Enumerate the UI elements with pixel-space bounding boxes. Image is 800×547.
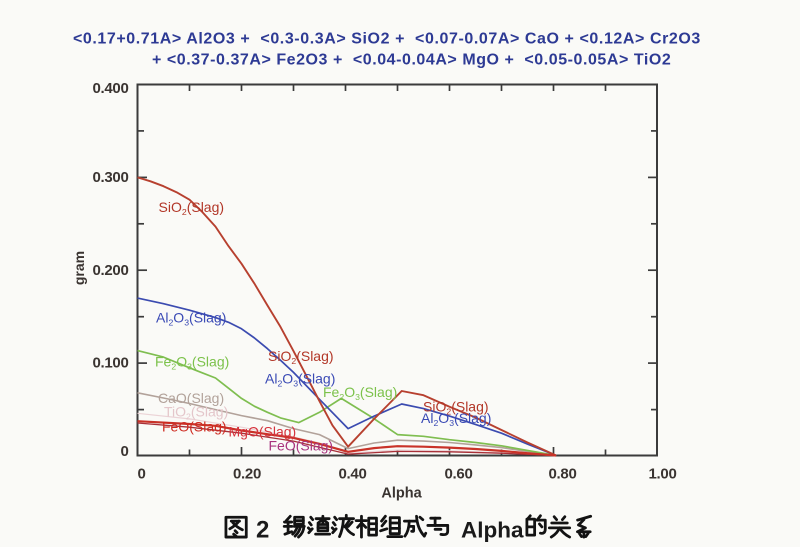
- svg-text:FeO(Slag): FeO(Slag): [269, 438, 334, 454]
- svg-text:SiO2(Slag): SiO2(Slag): [159, 199, 225, 217]
- svg-text:0.40: 0.40: [339, 466, 367, 483]
- svg-text:Al2O3(Slag): Al2O3(Slag): [156, 310, 226, 328]
- svg-text:TiO2(Slag): TiO2(Slag): [164, 404, 228, 422]
- svg-text:0.400: 0.400: [92, 80, 128, 97]
- svg-text:SiO2(Slag): SiO2(Slag): [423, 399, 489, 417]
- svg-text:CaO(Slag): CaO(Slag): [158, 390, 224, 406]
- svg-text:0.80: 0.80: [549, 466, 577, 483]
- svg-text:<0.17+0.71A> Al2O3 + <0.3-0.3: <0.17+0.71A> Al2O3 + <0.3-0.3A> SiO2 + <…: [73, 31, 701, 48]
- svg-text:0.300: 0.300: [92, 169, 128, 186]
- svg-text:0: 0: [137, 466, 145, 483]
- svg-text:SiO2(Slag): SiO2(Slag): [268, 348, 334, 366]
- svg-text:gram: gram: [71, 251, 87, 285]
- svg-text:Al2O3(Slag): Al2O3(Slag): [421, 410, 491, 428]
- svg-text:Alpha: Alpha: [381, 486, 422, 502]
- svg-text:+ <0.37-0.37A> Fe2O3 + <0.04-: + <0.37-0.37A> Fe2O3 + <0.04-0.04A> MgO …: [152, 52, 671, 69]
- svg-text:MgO(Slag): MgO(Slag): [229, 424, 297, 440]
- svg-text:FeO(Slag): FeO(Slag): [162, 419, 227, 435]
- svg-text:Fe2O3(Slag): Fe2O3(Slag): [323, 384, 397, 402]
- svg-text:0.20: 0.20: [233, 466, 261, 483]
- svg-text:0: 0: [120, 443, 128, 460]
- svg-text:2: 2: [256, 517, 269, 544]
- svg-text:0.200: 0.200: [92, 262, 128, 279]
- svg-text:Alpha: Alpha: [461, 518, 524, 543]
- svg-text:0.100: 0.100: [92, 355, 128, 372]
- svg-text:0.60: 0.60: [445, 466, 473, 483]
- svg-text:Al2O3(Slag): Al2O3(Slag): [265, 371, 335, 389]
- svg-text:1.00: 1.00: [649, 466, 677, 483]
- svg-text:Fe2O3(Slag): Fe2O3(Slag): [155, 354, 229, 372]
